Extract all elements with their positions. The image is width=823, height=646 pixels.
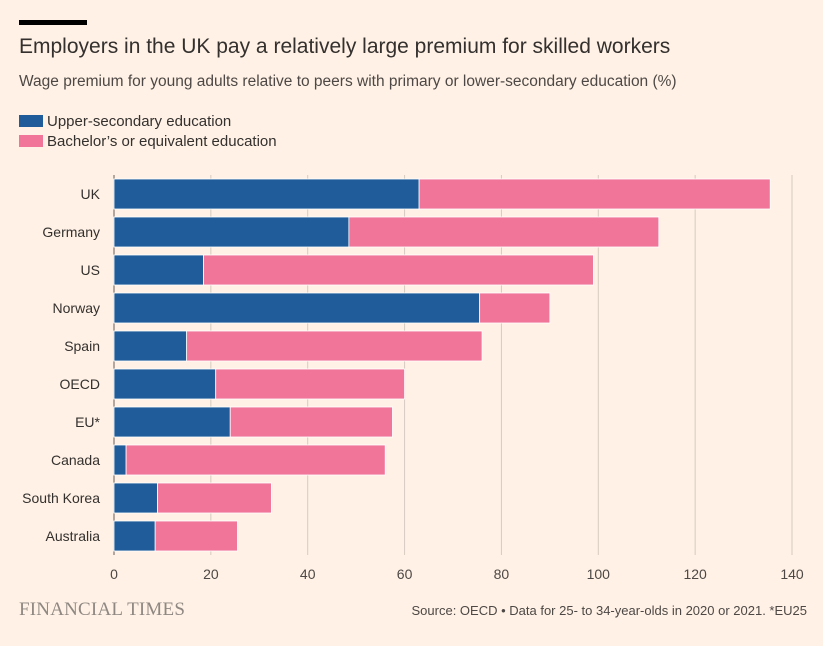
legend: Upper-secondary education Bachelor’s or … [19, 111, 277, 151]
brand-wordmark: FINANCIAL TIMES [19, 599, 186, 620]
bar-upper-secondary [113, 330, 188, 362]
chart-subtitle: Wage premium for young adults relative t… [19, 73, 677, 90]
category-label: Spain [64, 338, 100, 354]
bar-upper-secondary [113, 520, 156, 552]
x-tick-label: 60 [397, 566, 413, 582]
bar-bachelors [154, 520, 238, 552]
bar-bachelors [215, 368, 405, 400]
bar-bachelors [125, 444, 386, 476]
bar-bachelors [348, 216, 660, 248]
bar-bachelors [186, 330, 483, 362]
legend-swatch-bachelors [19, 135, 43, 147]
bar-upper-secondary [113, 444, 127, 476]
x-tick-label: 120 [683, 566, 707, 582]
x-tick-label: 80 [494, 566, 510, 582]
x-tick-label: 140 [780, 566, 804, 582]
legend-swatch-upper-secondary [19, 115, 43, 127]
bar-bachelors [418, 178, 771, 210]
x-tick-label: 20 [203, 566, 219, 582]
legend-label-upper-secondary: Upper-secondary education [47, 112, 232, 130]
bar-bachelors [479, 292, 551, 324]
x-tick-label: 40 [300, 566, 316, 582]
bar-bachelors [229, 406, 393, 438]
category-label: Germany [42, 224, 100, 240]
category-label: OECD [60, 376, 100, 392]
legend-item-bachelors: Bachelor’s or equivalent education [19, 131, 277, 151]
bar-upper-secondary [113, 178, 420, 210]
bar-upper-secondary [113, 254, 204, 286]
x-tick-label: 0 [110, 566, 118, 582]
x-tick-label: 100 [587, 566, 611, 582]
category-label: Norway [53, 300, 100, 316]
chart-title: Employers in the UK pay a relatively lar… [19, 35, 671, 58]
bar-upper-secondary [113, 292, 481, 324]
bar-upper-secondary [113, 482, 158, 514]
category-label: Canada [51, 452, 100, 468]
category-label: Australia [46, 528, 101, 544]
category-label: EU* [75, 414, 100, 430]
bar-upper-secondary [113, 406, 231, 438]
bar-bachelors [203, 254, 594, 286]
bar-upper-secondary [113, 368, 217, 400]
source-note: Source: OECD • Data for 25- to 34-year-o… [411, 603, 807, 618]
category-label: US [81, 262, 100, 278]
bar-upper-secondary [113, 216, 350, 248]
bar-bachelors [157, 482, 272, 514]
legend-item-upper-secondary: Upper-secondary education [19, 111, 277, 131]
legend-label-bachelors: Bachelor’s or equivalent education [47, 132, 277, 150]
brand-top-rule [19, 20, 87, 25]
category-label: UK [81, 186, 101, 202]
category-label: South Korea [22, 490, 100, 506]
